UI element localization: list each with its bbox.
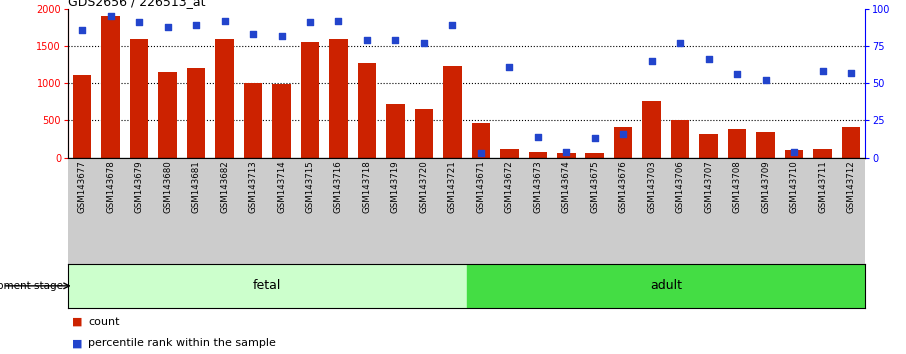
Point bbox=[160, 24, 175, 29]
Text: GSM143680: GSM143680 bbox=[163, 161, 172, 213]
Point bbox=[531, 134, 545, 139]
Text: GSM143706: GSM143706 bbox=[676, 161, 685, 213]
Text: GSM143675: GSM143675 bbox=[590, 161, 599, 213]
Point bbox=[332, 18, 346, 24]
Text: GSM143710: GSM143710 bbox=[789, 161, 798, 213]
Bar bbox=[528, 152, 547, 158]
Text: GSM143709: GSM143709 bbox=[761, 161, 770, 213]
Point bbox=[644, 58, 659, 64]
Point bbox=[474, 150, 488, 156]
Point bbox=[217, 18, 232, 24]
Text: GSM143718: GSM143718 bbox=[362, 161, 371, 213]
Text: GSM143679: GSM143679 bbox=[135, 161, 144, 213]
Bar bbox=[842, 127, 860, 158]
Text: GSM143672: GSM143672 bbox=[505, 161, 514, 213]
Point bbox=[246, 31, 260, 37]
Bar bbox=[614, 127, 632, 158]
Bar bbox=[272, 84, 291, 158]
Text: GSM143721: GSM143721 bbox=[448, 161, 457, 213]
Bar bbox=[130, 39, 149, 158]
Text: GSM143678: GSM143678 bbox=[106, 161, 115, 213]
Bar bbox=[415, 109, 433, 158]
Bar bbox=[216, 39, 234, 158]
Text: GSM143677: GSM143677 bbox=[78, 161, 87, 213]
Bar bbox=[472, 122, 490, 158]
Text: GSM143674: GSM143674 bbox=[562, 161, 571, 213]
Bar bbox=[785, 150, 804, 158]
Point bbox=[502, 64, 516, 70]
Point bbox=[188, 22, 203, 28]
Bar bbox=[814, 149, 832, 158]
Bar bbox=[728, 129, 747, 158]
Text: development stage: development stage bbox=[0, 281, 63, 291]
Point bbox=[758, 78, 773, 83]
Text: GSM143703: GSM143703 bbox=[647, 161, 656, 213]
Point bbox=[616, 131, 631, 137]
Text: fetal: fetal bbox=[253, 279, 282, 292]
Point bbox=[360, 37, 374, 43]
Text: GSM143671: GSM143671 bbox=[477, 161, 486, 213]
Bar bbox=[585, 153, 604, 158]
Text: GSM143707: GSM143707 bbox=[704, 161, 713, 213]
Point bbox=[132, 19, 147, 25]
Point bbox=[388, 37, 402, 43]
Bar bbox=[467, 264, 865, 308]
Point bbox=[103, 13, 118, 19]
Bar bbox=[500, 149, 518, 158]
Point bbox=[815, 68, 830, 74]
Point bbox=[445, 22, 459, 28]
Point bbox=[587, 135, 602, 141]
Bar bbox=[72, 75, 92, 158]
Bar bbox=[670, 120, 689, 158]
Text: GSM143714: GSM143714 bbox=[277, 161, 286, 213]
Text: GSM143681: GSM143681 bbox=[191, 161, 200, 213]
Point bbox=[303, 19, 317, 25]
Bar bbox=[642, 101, 660, 158]
Bar bbox=[699, 135, 718, 158]
Point bbox=[730, 72, 745, 77]
Point bbox=[843, 70, 858, 76]
Bar bbox=[443, 66, 462, 158]
Bar bbox=[757, 131, 775, 158]
Text: GSM143673: GSM143673 bbox=[534, 161, 543, 213]
Text: GSM143708: GSM143708 bbox=[733, 161, 742, 213]
Text: adult: adult bbox=[650, 279, 682, 292]
Text: GDS2656 / 226513_at: GDS2656 / 226513_at bbox=[68, 0, 206, 8]
Bar bbox=[557, 153, 575, 158]
Text: GSM143720: GSM143720 bbox=[419, 161, 429, 213]
Bar bbox=[329, 39, 348, 158]
Point bbox=[673, 40, 688, 46]
Point bbox=[786, 149, 801, 154]
Text: GSM143719: GSM143719 bbox=[390, 161, 400, 213]
Bar bbox=[301, 41, 319, 158]
Text: GSM143716: GSM143716 bbox=[334, 161, 343, 213]
Point bbox=[75, 27, 90, 33]
Bar bbox=[244, 83, 263, 158]
Text: GSM143712: GSM143712 bbox=[846, 161, 855, 213]
Bar bbox=[68, 264, 467, 308]
Point bbox=[417, 40, 431, 46]
Text: count: count bbox=[88, 317, 120, 327]
Bar bbox=[386, 104, 405, 158]
Bar bbox=[358, 63, 376, 158]
Text: GSM143713: GSM143713 bbox=[248, 161, 257, 213]
Point bbox=[275, 33, 289, 39]
Text: GSM143711: GSM143711 bbox=[818, 161, 827, 213]
Text: GSM143715: GSM143715 bbox=[305, 161, 314, 213]
Text: GSM143682: GSM143682 bbox=[220, 161, 229, 213]
Text: GSM143676: GSM143676 bbox=[619, 161, 628, 213]
Bar bbox=[159, 73, 177, 158]
Text: percentile rank within the sample: percentile rank within the sample bbox=[88, 338, 275, 348]
Text: ■: ■ bbox=[72, 338, 83, 348]
Bar bbox=[101, 16, 120, 158]
Bar bbox=[187, 68, 206, 158]
Text: ■: ■ bbox=[72, 317, 83, 327]
Point bbox=[559, 149, 573, 154]
Point bbox=[701, 57, 716, 62]
